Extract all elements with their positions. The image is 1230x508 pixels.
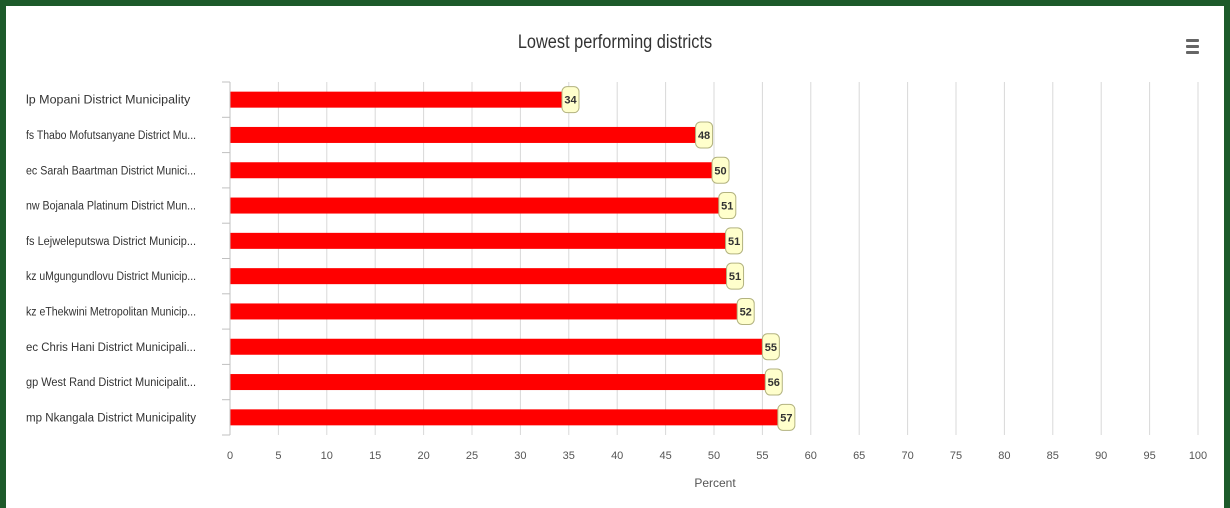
bar[interactable]	[230, 338, 764, 355]
x-tick-label: 90	[1095, 450, 1107, 462]
data-label-box	[761, 333, 780, 361]
bar[interactable]	[230, 303, 739, 320]
x-tick-label: 25	[466, 450, 478, 462]
data-label: 56	[764, 368, 783, 396]
bar[interactable]	[230, 126, 697, 143]
data-label-box	[561, 86, 580, 114]
data-label-text: 56	[768, 377, 780, 389]
category-label: mp Nkangala District Municipality	[26, 412, 196, 424]
x-tick-label: 95	[1143, 450, 1155, 462]
data-label-box	[711, 156, 730, 184]
category-label: kz eThekwini Metropolitan Municip...	[26, 306, 196, 318]
category-label: nw Bojanala Platinum District Mun...	[26, 201, 196, 213]
data-label: 55	[761, 333, 780, 361]
x-tick-label: 0	[227, 450, 233, 462]
data-label-text: 52	[740, 306, 752, 318]
category-label: ec Sarah Baartman District Munici...	[26, 165, 196, 177]
hamburger-menu-icon[interactable]	[1182, 36, 1204, 58]
data-label-text: 50	[714, 165, 726, 177]
category-label: ec Chris Hani District Municipali...	[26, 342, 196, 354]
x-tick-label: 65	[853, 450, 865, 462]
x-tick-label: 80	[998, 450, 1010, 462]
data-label-box	[695, 121, 714, 149]
x-tick-label: 40	[611, 450, 623, 462]
data-label: 51	[725, 227, 744, 255]
data-label: 34	[561, 86, 580, 114]
data-label: 51	[726, 262, 745, 290]
data-label-text: 48	[698, 130, 710, 142]
category-label: fs Thabo Mofutsanyane District Mu...	[26, 130, 196, 142]
data-label-text: 55	[765, 342, 777, 354]
x-tick-label: 100	[1189, 450, 1207, 462]
category-label: gp West Rand District Municipalit...	[26, 377, 196, 389]
x-tick-label: 5	[275, 450, 281, 462]
bar[interactable]	[230, 91, 563, 108]
x-tick-label: 70	[901, 450, 913, 462]
x-tick-label: 30	[514, 450, 526, 462]
category-label: fs Lejweleputswa District Municip...	[26, 236, 196, 248]
bar[interactable]	[230, 197, 720, 214]
category-label: kz uMgungundlovu District Municip...	[26, 271, 196, 283]
x-tick-label: 60	[805, 450, 817, 462]
data-label-box	[736, 297, 755, 325]
x-tick-label: 10	[321, 450, 333, 462]
data-label-box	[725, 227, 744, 255]
data-label: 52	[736, 297, 755, 325]
bar[interactable]	[230, 409, 779, 426]
data-labels: 34 48 50 51 51 51 52 55 56 57	[561, 86, 796, 431]
x-axis-title: Percent	[694, 476, 736, 490]
bar[interactable]	[230, 268, 728, 285]
data-label: 50	[711, 156, 730, 184]
data-label-text: 51	[728, 236, 740, 248]
axes: 0 5 10 15 20 25 30 35 40 45 50 55 60 65 70 75 80 85 90 95 10…	[26, 81, 1207, 462]
data-label-text: 51	[729, 271, 741, 283]
bar[interactable]	[230, 232, 727, 249]
x-tick-label: 55	[756, 450, 768, 462]
bars	[230, 91, 779, 426]
chart-title: Lowest performing districts	[517, 32, 713, 53]
category-label: lp Mopani District Municipality	[26, 95, 191, 107]
x-tick-label: 75	[950, 450, 962, 462]
x-tick-label: 50	[708, 450, 720, 462]
bar[interactable]	[230, 162, 714, 179]
data-label: 48	[695, 121, 714, 149]
data-label-box	[777, 403, 796, 431]
data-label-box	[726, 262, 745, 290]
data-label-text: 34	[564, 95, 577, 107]
bar[interactable]	[230, 374, 767, 391]
data-label: 57	[777, 403, 796, 431]
data-label-box	[718, 192, 737, 220]
x-tick-label: 35	[563, 450, 575, 462]
x-tick-label: 20	[417, 450, 429, 462]
x-tick-label: 45	[659, 450, 671, 462]
data-label-box	[764, 368, 783, 396]
data-label: 51	[718, 192, 737, 220]
data-label-text: 51	[721, 201, 733, 213]
x-tick-label: 15	[369, 450, 381, 462]
data-label-text: 57	[780, 412, 792, 424]
x-tick-label: 85	[1047, 450, 1059, 462]
